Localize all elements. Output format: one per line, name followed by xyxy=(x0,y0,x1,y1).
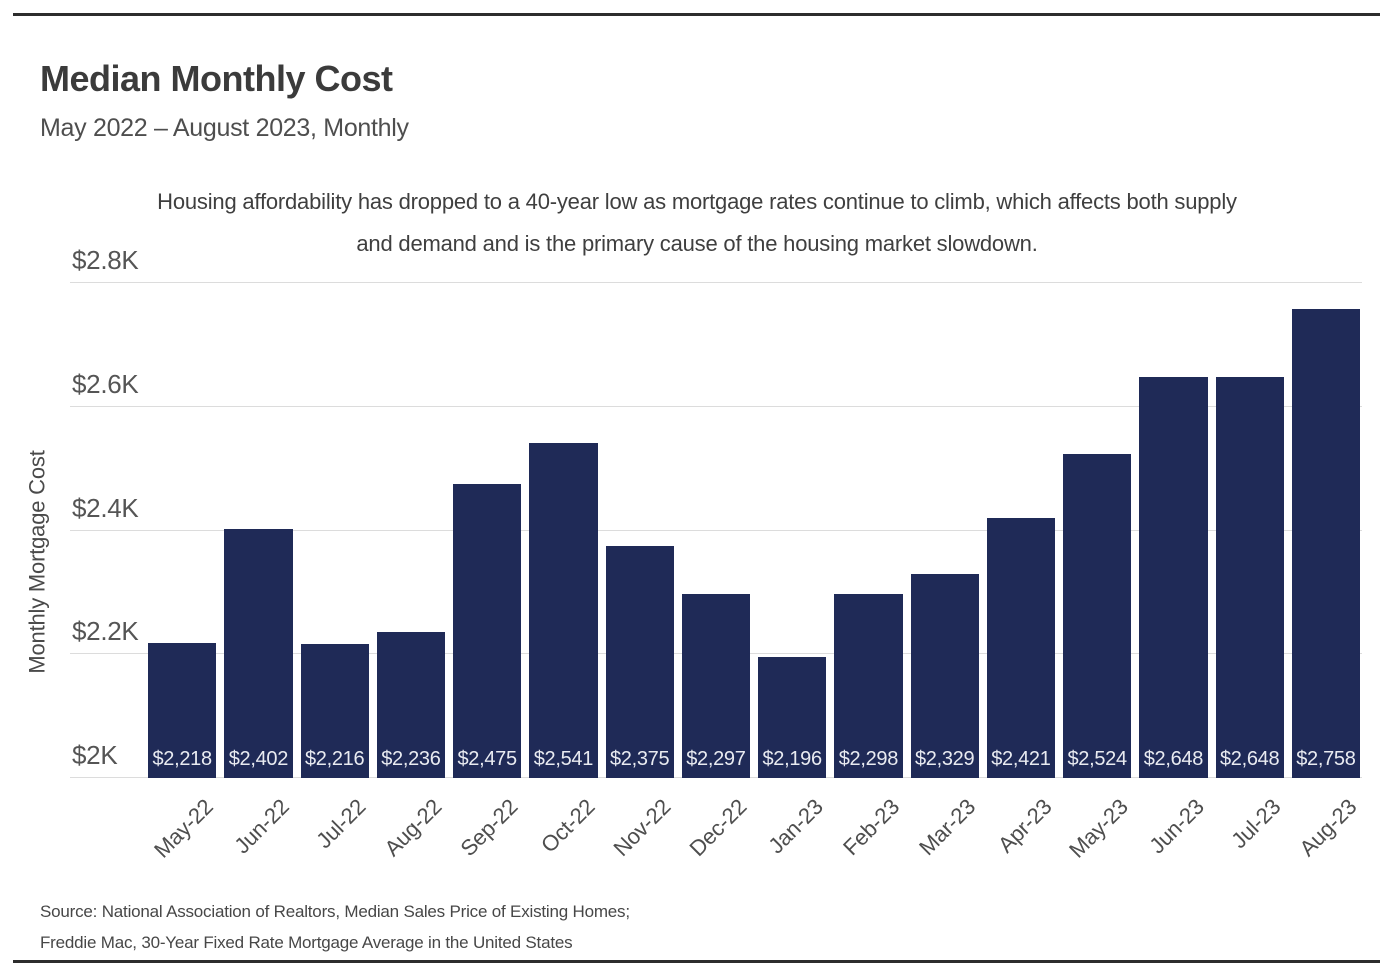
x-tick-label: May-22 xyxy=(149,794,218,863)
x-tick-label: Oct-22 xyxy=(535,794,600,858)
bar-Nov-22: $2,375 xyxy=(605,545,674,778)
bar-value-label: $2,196 xyxy=(762,748,822,770)
source-line-1: Source: National Association of Realtors… xyxy=(40,902,630,921)
x-label-slot: Nov-22 xyxy=(606,778,676,883)
bar-Mar-23: $2,329 xyxy=(910,574,979,778)
x-label-slot: Jul-23 xyxy=(1216,778,1286,883)
bar-value-label: $2,329 xyxy=(914,748,975,770)
gridline xyxy=(70,282,1362,283)
bar-Jun-22: $2,402 xyxy=(224,529,293,778)
bar-value-label: $2,648 xyxy=(1143,748,1204,770)
y-tick-label: $2.8K xyxy=(72,245,139,275)
bar-Aug-22: $2,236 xyxy=(376,631,445,778)
bar-value-label: $2,524 xyxy=(1067,748,1127,770)
x-tick-label: Jan-23 xyxy=(763,794,828,859)
bar-value-label: $2,297 xyxy=(686,748,746,770)
x-tick-label: May-23 xyxy=(1064,794,1133,863)
bar-Feb-23: $2,298 xyxy=(834,593,903,778)
bar-Oct-22: $2,541 xyxy=(529,443,598,778)
bars-container: $2,218 $2,402 $2,216 $2,236 $2,475 $2,541 $2,3… xyxy=(148,283,1360,778)
source-line-2: Freddie Mac, 30-Year Fixed Rate Mortgage… xyxy=(40,933,573,952)
bar-value-label: $2,236 xyxy=(381,748,441,770)
x-tick-label: Jul-22 xyxy=(311,794,371,854)
x-tick-label: Feb-23 xyxy=(837,794,905,861)
gridline xyxy=(70,405,1362,407)
x-label-slot: Dec-22 xyxy=(682,778,752,883)
y-axis-title: Monthly Mortgage Cost xyxy=(24,450,50,674)
y-tick-label: $2.2K xyxy=(72,616,139,647)
x-tick-label: Apr-23 xyxy=(993,794,1057,858)
x-tick-label: Nov-22 xyxy=(608,794,676,861)
bar-value-label: $2,216 xyxy=(304,748,365,770)
bar-value-label: $2,758 xyxy=(1296,748,1356,770)
bar-Jan-23: $2,196 xyxy=(758,656,827,778)
bar-value-label: $2,218 xyxy=(152,748,212,770)
bar-value-label: $2,541 xyxy=(533,748,594,770)
bar-Aug-23: $2,758 xyxy=(1291,309,1360,778)
bar-Jul-22: $2,216 xyxy=(300,644,369,778)
bar-May-23: $2,524 xyxy=(1063,453,1132,778)
bar-Jun-23: $2,648 xyxy=(1139,377,1208,778)
x-label-slot: Apr-23 xyxy=(987,778,1057,883)
page-title: Median Monthly Cost xyxy=(40,58,393,99)
annotation-line-2: and demand and is the primary cause of t… xyxy=(356,231,1038,256)
x-label-slot: May-23 xyxy=(1063,778,1133,883)
bar-value-label: $2,475 xyxy=(457,748,517,770)
x-axis-labels: May-22 Jun-22 Jul-22 Aug-22 Sep-22 Oct-22 Nov-… xyxy=(148,778,1362,883)
plot-area: $2K $2.2K $2.4K $2.6K $2.8K $2,218 $2,402 $2,21… xyxy=(70,245,1362,863)
bar-May-22: $2,218 xyxy=(148,643,217,778)
x-label-slot: Aug-23 xyxy=(1292,778,1362,883)
bar-value-label: $2,421 xyxy=(991,748,1051,770)
x-tick-label: Mar-23 xyxy=(914,794,981,861)
x-label-slot: Jan-23 xyxy=(758,778,828,883)
x-tick-label: Aug-22 xyxy=(379,794,447,861)
x-tick-label: Jun-23 xyxy=(1144,794,1210,859)
x-label-slot: Jul-22 xyxy=(301,778,371,883)
top-divider xyxy=(13,13,1380,16)
bar-Dec-22: $2,297 xyxy=(681,594,750,778)
gridline xyxy=(70,529,1362,531)
bar-value-label: $2,402 xyxy=(228,748,289,770)
chart-annotation: Housing affordability has dropped to a 4… xyxy=(60,181,1334,265)
x-label-slot: Aug-22 xyxy=(377,778,447,883)
x-tick-label: Aug-23 xyxy=(1294,794,1362,861)
x-label-slot: Jun-22 xyxy=(224,778,295,883)
annotation-line-1: Housing affordability has dropped to a 4… xyxy=(157,189,1237,214)
x-tick-label: Jul-23 xyxy=(1226,794,1286,854)
bar-Apr-23: $2,421 xyxy=(986,517,1055,778)
bottom-divider xyxy=(13,960,1380,963)
x-tick-label: Sep-22 xyxy=(455,794,523,861)
bar-Jul-23: $2,648 xyxy=(1215,377,1284,778)
bar-value-label: $2,375 xyxy=(609,748,670,770)
y-tick-label: $2K xyxy=(72,740,118,770)
x-tick-label: Jun-22 xyxy=(229,794,295,859)
x-label-slot: Jun-23 xyxy=(1139,778,1210,883)
bar-Sep-22: $2,475 xyxy=(453,484,522,778)
page-subtitle: May 2022 – August 2023, Monthly xyxy=(40,114,409,142)
x-label-slot: Feb-23 xyxy=(834,778,905,883)
y-tick-label: $2.6K xyxy=(72,368,139,399)
x-label-slot: Oct-22 xyxy=(529,778,600,883)
x-tick-label: Dec-22 xyxy=(684,794,752,861)
x-label-slot: Mar-23 xyxy=(911,778,981,883)
x-label-slot: May-22 xyxy=(148,778,218,883)
bar-value-label: $2,648 xyxy=(1219,748,1280,770)
x-label-slot: Sep-22 xyxy=(453,778,523,883)
y-tick-label: $2.4K xyxy=(72,492,139,523)
bar-value-label: $2,298 xyxy=(838,748,899,770)
